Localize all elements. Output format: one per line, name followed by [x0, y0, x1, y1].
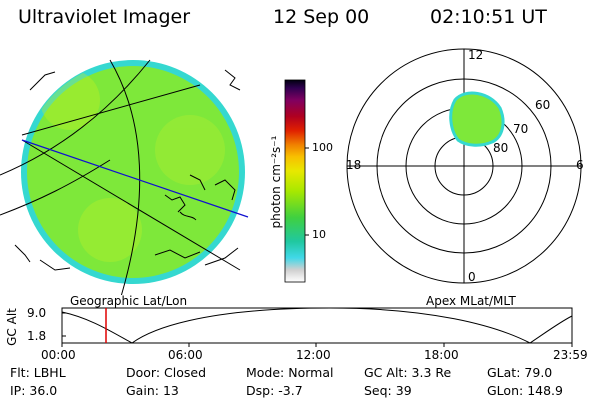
mlt-label-6: 6 — [576, 158, 584, 172]
earth-disk-image — [21, 60, 245, 284]
altitude-ytick-9: 9.0 — [27, 306, 47, 320]
info-gain: Gain: 13 — [126, 383, 179, 398]
altitude-ticks — [61, 312, 573, 347]
terminator-line — [21, 139, 249, 218]
info-dsp: Dsp: -3.7 — [246, 383, 303, 398]
mlt-label-12: 12 — [468, 48, 484, 62]
info-mode: Mode: Normal — [246, 365, 334, 380]
colorbar-ticks — [305, 147, 309, 236]
altitude-ylabel: GC Alt — [5, 308, 19, 346]
altitude-ytick-1-8: 1.8 — [27, 329, 47, 343]
geographic-grid — [0, 59, 241, 295]
mlt-label-18: 18 — [346, 158, 362, 172]
info-gc-alt: GC Alt: 3.3 Re — [364, 365, 452, 380]
lat-label-60: 60 — [535, 98, 551, 112]
info-flt: Flt: LBHL — [10, 365, 66, 380]
info-glat: GLat: 79.0 — [487, 365, 553, 380]
info-glon: GLon: 148.9 — [487, 383, 563, 398]
auroral-oval-image — [449, 91, 505, 147]
apex-section-label: Apex MLat/MLT — [426, 294, 516, 308]
altitude-curve — [61, 307, 573, 344]
mlt-label-0: 0 — [468, 270, 476, 284]
coastlines — [14, 69, 241, 271]
xtick-1200: 12:00 — [296, 348, 331, 362]
colorbar-unit-label: photon cm⁻²s⁻¹ — [269, 135, 283, 229]
geographic-section-label: Geographic Lat/Lon — [70, 294, 188, 308]
time-label: 02:10:51 UT — [430, 6, 547, 28]
lat-label-70: 70 — [513, 122, 529, 136]
xtick-0600: 06:00 — [168, 348, 203, 362]
altitude-plot-frame — [61, 307, 573, 344]
lat-label-80: 80 — [493, 141, 509, 155]
date-label: 12 Sep 00 — [273, 6, 370, 28]
xtick-0000: 00:00 — [41, 348, 76, 362]
xtick-2359: 23:59 — [553, 348, 588, 362]
polar-grid — [346, 48, 582, 284]
instrument-title: Ultraviolet Imager — [18, 6, 191, 28]
info-ip: IP: 36.0 — [10, 383, 58, 398]
xtick-1800: 18:00 — [424, 348, 459, 362]
colorbar-tick-100: 100 — [312, 141, 333, 154]
info-seq: Seq: 39 — [364, 383, 412, 398]
info-door: Door: Closed — [126, 365, 207, 380]
colorbar-tick-10: 10 — [312, 228, 326, 241]
colorbar — [284, 79, 306, 283]
